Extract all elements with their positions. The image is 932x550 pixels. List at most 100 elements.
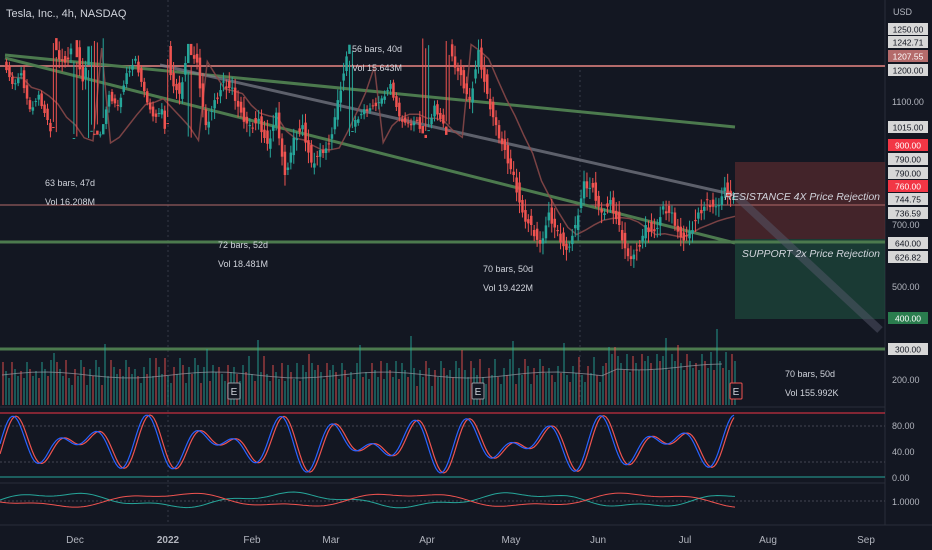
volume-bar <box>470 361 472 405</box>
volume-bar <box>56 362 58 405</box>
volume-bar <box>560 373 562 405</box>
volume-bar <box>728 370 730 405</box>
volume-bar <box>692 368 694 405</box>
volume-bar <box>203 367 205 405</box>
candle-body <box>386 90 389 92</box>
candle-body <box>553 218 556 228</box>
candle-body <box>339 90 342 103</box>
candle-body <box>102 124 105 135</box>
volume-bar <box>527 366 529 405</box>
volume-bar <box>521 375 523 405</box>
candle-body <box>63 56 67 63</box>
candle-body <box>298 128 301 132</box>
candle-body <box>310 145 313 163</box>
earnings-marker-label: E <box>231 387 238 398</box>
bars-range-annotation: 70 bars, 50d <box>785 369 835 379</box>
candle-body <box>131 65 134 70</box>
resistance-zone <box>735 162 885 239</box>
candle-body <box>535 228 539 240</box>
candle-body <box>579 198 583 208</box>
volume-bar <box>413 368 415 405</box>
volume-bar <box>467 377 469 405</box>
candle-body <box>330 134 334 139</box>
volume-bar <box>338 379 340 405</box>
volume-bar <box>731 354 733 405</box>
candle-body <box>22 70 26 89</box>
candle-body <box>430 117 433 125</box>
candle-body <box>46 108 49 120</box>
volume-bar <box>302 365 304 405</box>
candle-body <box>468 96 471 101</box>
volume-bar <box>662 356 664 405</box>
descending-trendline-upper <box>4 53 736 129</box>
volume-bar <box>551 375 553 405</box>
price-label-text: 790.00 <box>895 169 921 179</box>
volume-bar <box>26 362 28 405</box>
candle-body <box>483 67 486 82</box>
volume-bar <box>131 374 133 405</box>
y-tick-label: 700.00 <box>892 220 920 230</box>
volume-bar <box>278 379 280 405</box>
volume-bar <box>581 375 583 405</box>
candle-body <box>28 100 32 110</box>
candle-body <box>58 50 61 60</box>
candle-body <box>257 118 260 121</box>
volume-bar <box>191 374 193 405</box>
volume-bar <box>449 370 451 405</box>
candle-body <box>547 212 551 221</box>
candle-body <box>729 190 732 197</box>
candle-body <box>685 235 688 237</box>
volume-bar <box>371 363 373 405</box>
candle-body <box>104 109 108 124</box>
candle-body <box>697 212 700 219</box>
candle-body <box>146 91 149 103</box>
volume-bar <box>656 354 658 405</box>
candle-body <box>78 47 81 70</box>
candle-body <box>694 220 697 222</box>
volume-bar <box>146 374 148 405</box>
candle-body <box>40 93 43 107</box>
currency-label: USD <box>893 7 913 17</box>
candle-body <box>632 254 636 260</box>
price-label-text: 1250.00 <box>893 25 924 35</box>
stoch-k-line <box>0 414 735 474</box>
volume-bar <box>359 345 361 405</box>
volume-bar <box>29 369 31 405</box>
candle-body <box>266 130 269 144</box>
volume-bar <box>524 359 526 405</box>
candle-body <box>254 118 257 124</box>
y-tick-label: 500.00 <box>892 282 920 292</box>
volume-bar <box>437 377 439 405</box>
candle-body <box>37 94 40 100</box>
candle-body <box>43 104 46 113</box>
candle-body <box>371 105 375 107</box>
candle-body <box>623 232 627 249</box>
price-label-box <box>888 50 928 62</box>
candle-body <box>480 47 483 70</box>
candle-body <box>280 138 284 157</box>
candle-body <box>720 196 724 205</box>
volume-bar <box>50 360 52 405</box>
candle-body <box>506 145 510 164</box>
volume-bar <box>479 359 481 405</box>
volume-bar <box>425 361 427 405</box>
volume-bar <box>443 368 445 405</box>
candle-body <box>688 231 691 239</box>
candle-body <box>134 58 137 61</box>
volume-bar <box>689 361 691 405</box>
candle-body <box>465 83 468 95</box>
candle-body <box>157 113 161 114</box>
candle-body <box>228 80 231 88</box>
volume-bar <box>122 376 124 405</box>
candle-body <box>17 78 20 84</box>
candle-body <box>494 117 498 126</box>
volume-bar <box>545 373 547 405</box>
volume-bar <box>386 363 388 405</box>
candle-body <box>500 138 504 145</box>
volume-bar <box>83 367 85 405</box>
volume-bar <box>173 367 175 405</box>
candle-body <box>269 138 272 149</box>
candle-body <box>242 107 246 122</box>
volume-bar <box>602 366 604 405</box>
